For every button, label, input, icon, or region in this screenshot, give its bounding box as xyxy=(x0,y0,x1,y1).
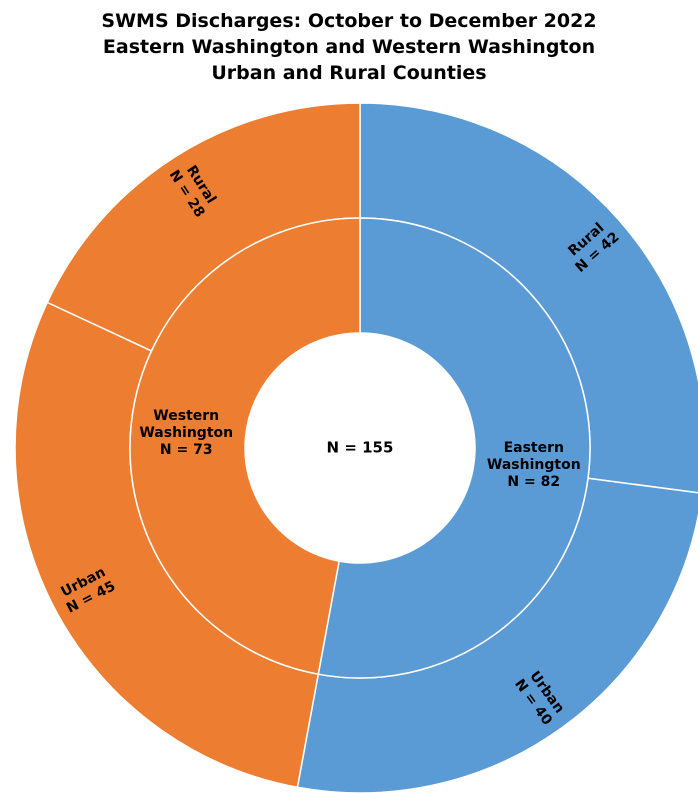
center-total-label: N = 155 xyxy=(327,439,394,457)
chart-title-line-2: Eastern Washington and Western Washingto… xyxy=(102,36,596,58)
outer-label-western-washington-rural: RuralN = 28 xyxy=(166,158,222,220)
inner-ring xyxy=(129,217,591,679)
chart-title-line-1: SWMS Discharges: October to December 202… xyxy=(101,10,597,32)
center-hole xyxy=(245,333,475,563)
inner-label-eastern-washington: Eastern Washington N = 82 xyxy=(487,440,581,490)
outer-ring xyxy=(14,102,698,793)
chart-title-line-3: Urban and Rural Counties xyxy=(211,62,487,84)
inner-label-western-washington: Western Washington N = 73 xyxy=(139,408,233,458)
chart-title: SWMS Discharges: October to December 202… xyxy=(0,8,698,86)
